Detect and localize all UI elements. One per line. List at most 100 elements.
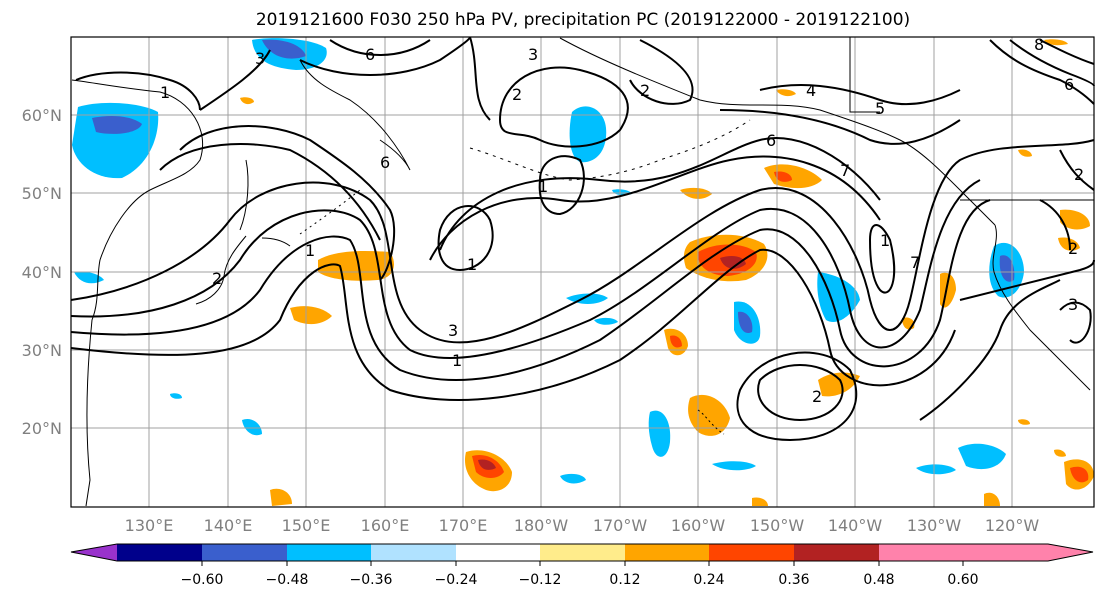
contour-label: 1 <box>467 255 477 274</box>
pv-contour <box>429 155 881 261</box>
contour-label: 7 <box>840 161 850 180</box>
latitude-labels: 60°N 50°N 40°N 30°N 20°N <box>22 106 62 438</box>
colorbar-tick-label: −0.24 <box>435 572 478 588</box>
pv-contour <box>159 143 381 241</box>
contour-label: 1 <box>160 83 170 102</box>
colorbar-segment <box>709 544 794 561</box>
contour-label: 6 <box>365 45 375 64</box>
graticule <box>71 37 1094 507</box>
contour-label: 8 <box>1034 35 1044 54</box>
pv-contour <box>989 39 1095 105</box>
precip-positive-patch <box>764 164 822 189</box>
precip-negative-patch <box>916 464 956 475</box>
lon-label: 120°W <box>985 516 1040 535</box>
coast-aleutians <box>469 119 751 181</box>
precip-negative-core <box>262 39 306 59</box>
lat-label: 60°N <box>22 106 62 125</box>
colorbar-tick-label: 0.48 <box>863 572 894 588</box>
lon-label: 140°E <box>204 516 253 535</box>
precip-positive-patch <box>688 394 730 436</box>
contour-labels: 1 1 1 1 1 1 2 2 2 2 2 3 3 3 4 5 6 6 6 7 … <box>160 35 1084 406</box>
pv-contour <box>70 139 1095 344</box>
precip-negative-patch <box>712 461 756 471</box>
contour-label: 3 <box>448 321 458 340</box>
colorbar-segment <box>456 544 540 561</box>
lon-label: 150°E <box>282 516 331 535</box>
coast-northamerica <box>992 224 1091 391</box>
lat-label: 50°N <box>22 184 62 203</box>
precip-negative-core <box>738 311 753 334</box>
precip-positive-patch <box>752 497 768 506</box>
pv-contour <box>439 137 881 251</box>
colorbar-tick-label: −0.36 <box>350 572 393 588</box>
precip-negative-patch <box>74 271 104 284</box>
contour-label: 2 <box>512 85 522 104</box>
pv-contour <box>1059 301 1092 344</box>
contour-label: 3 <box>528 45 538 64</box>
lat-label: 40°N <box>22 263 62 282</box>
precip-positive-patch <box>776 89 796 97</box>
precip-negative-core <box>92 116 142 134</box>
colorbar-tick-label: −0.60 <box>181 572 224 588</box>
contour-label: 1 <box>880 231 890 250</box>
border-alaska <box>849 37 880 113</box>
pv-contour <box>199 49 271 111</box>
colorbar-segment <box>540 544 625 561</box>
coast-alaska <box>559 37 996 226</box>
precip-positive-patch <box>1060 209 1090 230</box>
precip-positive-patch <box>1018 149 1032 157</box>
contour-label: 2 <box>212 269 222 288</box>
precip-positive-patch <box>1054 449 1066 457</box>
colorbar-segment <box>117 544 202 561</box>
pv-contour <box>538 155 585 216</box>
precip-positive-patch <box>984 492 1000 506</box>
contour-label: 1 <box>305 241 315 260</box>
precip-negative-patch <box>569 106 607 163</box>
lon-label: 180°W <box>514 516 569 535</box>
lon-label: 160°E <box>361 516 410 535</box>
pv-contour <box>70 199 991 381</box>
precip-positive-patch <box>240 97 254 105</box>
pv-contour <box>1059 149 1095 191</box>
pv-contour <box>736 351 858 442</box>
precip-positive-patch <box>1018 419 1030 425</box>
precip-negative-patch <box>958 443 1006 470</box>
pv-contour <box>719 109 961 145</box>
colorbar-tick-label: 0.36 <box>778 572 809 588</box>
pv-contour <box>759 84 961 106</box>
contour-label: 2 <box>1074 165 1084 184</box>
pv-contours <box>70 36 1095 442</box>
contour-label: 3 <box>1068 295 1078 314</box>
pv-contour <box>70 248 956 401</box>
pv-contour <box>959 259 1095 301</box>
pv-contour <box>329 39 431 56</box>
colorbar-segment <box>625 544 709 561</box>
precip-positive-patch <box>1044 39 1068 46</box>
precip-positive-core <box>720 256 746 269</box>
colorbar-segment <box>287 544 371 561</box>
colorbar-tick-label: −0.12 <box>519 572 562 588</box>
lat-label: 30°N <box>22 341 62 360</box>
precip-negative-core <box>999 255 1015 282</box>
precip-negative-patch <box>560 473 586 484</box>
coast-hawaii <box>697 409 725 435</box>
lon-label: 130°W <box>907 516 962 535</box>
pv-contour <box>868 224 896 294</box>
lon-label: 130°E <box>125 516 174 535</box>
precip-positive-patch <box>270 488 292 506</box>
pv-contour <box>1039 199 1071 251</box>
lat-label: 20°N <box>22 419 62 438</box>
colorbar-segment <box>371 544 456 561</box>
contour-label: 6 <box>766 131 776 150</box>
contour-label: 3 <box>255 49 265 68</box>
map-frame <box>70 36 1095 508</box>
precip-positive-core <box>1070 466 1089 483</box>
lon-label: 140°W <box>828 516 883 535</box>
colorbar-outline <box>70 543 1094 562</box>
precip-negative-patch <box>242 418 262 436</box>
colorbar-tick-label: 0.24 <box>693 572 724 588</box>
lon-label: 170°E <box>439 516 488 535</box>
contour-label: 1 <box>452 351 462 370</box>
pv-contour <box>469 36 491 121</box>
